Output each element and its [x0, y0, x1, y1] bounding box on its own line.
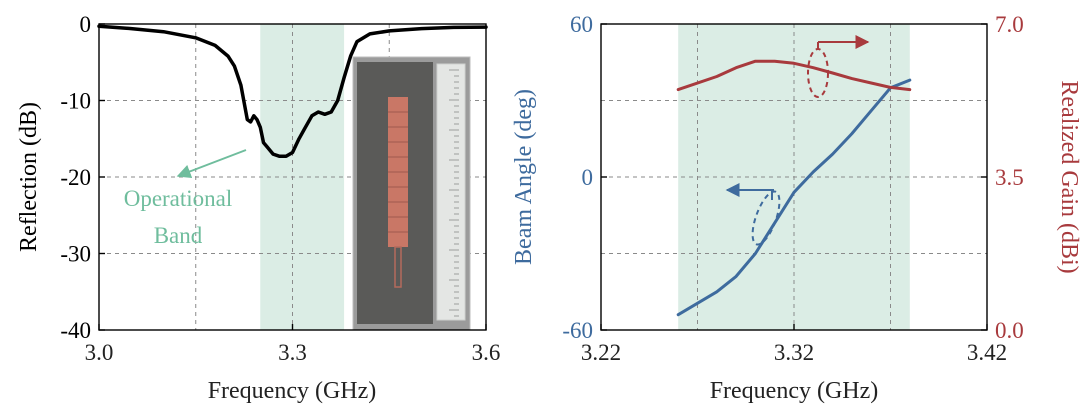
y-axis-label: Reflection (dB): [16, 102, 42, 252]
y-axis-label-left: Beam Angle (deg): [511, 89, 537, 265]
y-right-tick-label: 3.5: [995, 165, 1024, 190]
x-tick-label: 3.3: [278, 340, 307, 365]
y-axis-label-right: Realized Gain (dBi): [1056, 80, 1080, 273]
operational-band-arrow: [178, 150, 246, 176]
x-tick-label: 3.6: [472, 340, 501, 365]
x-tick-label: 3.0: [85, 340, 114, 365]
x-tick-label: 3.32: [774, 340, 814, 365]
antenna-photo-inset: [353, 57, 470, 330]
y-tick-label: -40: [60, 318, 91, 343]
figure: Operational Band 3.0 3.3 3.60-10-20-30-40 …: [0, 0, 1080, 414]
y-tick-label: -20: [60, 165, 91, 190]
y-tick-label: -60: [562, 318, 593, 343]
y-tick-label: -10: [60, 89, 91, 114]
x-tick-label: 3.22: [581, 340, 621, 365]
y-right-tick-label: 7.0: [995, 12, 1024, 37]
y-right-tick-label: 0.0: [995, 318, 1024, 343]
y-tick-label: -30: [60, 242, 91, 267]
y-tick-label: 0: [582, 165, 594, 190]
reflection-chart: Operational Band 3.0 3.3 3.60-10-20-30-40 …: [16, 12, 500, 404]
y-tick-label: 60: [570, 12, 593, 37]
beam-gain-chart: 3.22 3.32 3.42 60 0 -60 7.0 3.5 0.0 Beam Angle (…: [511, 12, 1080, 404]
operational-band-label-line2: Band: [154, 223, 203, 248]
y-tick-label: 0: [80, 12, 92, 37]
x-axis-label: Frequency (GHz): [710, 378, 879, 404]
x-tick-label: 3.42: [967, 340, 1007, 365]
operational-band-label-line1: Operational: [124, 186, 233, 211]
x-axis-label: Frequency (GHz): [208, 378, 377, 404]
